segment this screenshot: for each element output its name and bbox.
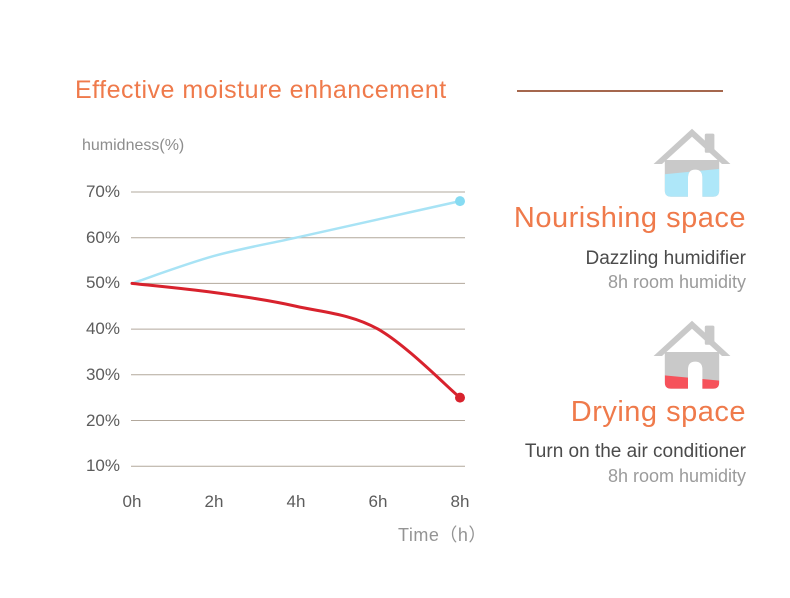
- y-axis-title: humidness(%): [82, 137, 185, 154]
- nourishing-series-line-end-dot: [455, 196, 465, 207]
- x-axis-title: Time（h）: [398, 525, 487, 545]
- nourishing-series-line: [130, 199, 462, 285]
- x-tick-label: 8h: [450, 492, 470, 511]
- y-tick-label: 60%: [85, 227, 120, 247]
- y-tick-label: 10%: [85, 456, 120, 476]
- x-tick-label: 4h: [286, 492, 306, 511]
- y-tick-label: 50%: [85, 273, 120, 293]
- x-tick-label: 0h: [122, 492, 142, 511]
- y-tick-label: 30%: [85, 364, 120, 384]
- drying-caption: 8h room humidity: [607, 466, 746, 486]
- title-rule: [517, 90, 723, 92]
- x-tick-label: 2h: [204, 492, 224, 511]
- drying-series-line-end-dot: [455, 392, 465, 403]
- roof-shape: [653, 320, 731, 356]
- y-tick-label: 70%: [85, 182, 120, 201]
- drying-subtitle: Turn on the air conditioner: [524, 441, 746, 462]
- nourishing-caption: 8h room humidity: [607, 272, 746, 292]
- y-tick-label: 40%: [85, 319, 120, 339]
- y-tick-label: 20%: [85, 410, 120, 430]
- humidity-line-chart: [130, 191, 465, 467]
- page-title: Effective moisture enhancement: [75, 76, 447, 104]
- humid-house-icon: [653, 128, 731, 197]
- dry-house-icon: [653, 320, 731, 389]
- nourishing-subtitle: Dazzling humidifier: [585, 248, 746, 269]
- x-tick-label: 6h: [368, 492, 388, 511]
- drying-heading: Drying space: [570, 396, 746, 428]
- drying-series-line: [130, 281, 462, 400]
- nourishing-heading: Nourishing space: [513, 202, 746, 234]
- roof-shape: [653, 128, 731, 164]
